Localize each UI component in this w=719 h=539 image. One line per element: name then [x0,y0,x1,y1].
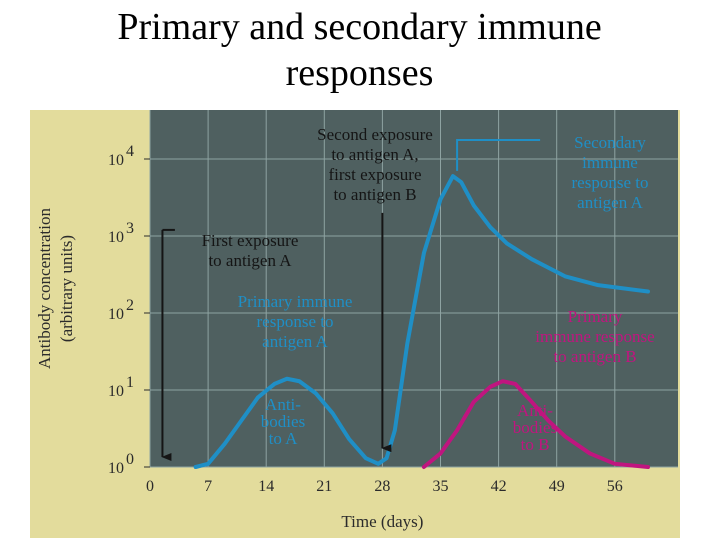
secondary-response-label-line: Secondary [574,133,646,152]
antibodies-a-label-line: to A [269,429,299,448]
plot-area [150,110,678,467]
x-axis-title: Time (days) [341,512,423,531]
x-tick-label: 14 [258,478,274,495]
x-tick-label: 0 [146,478,154,495]
second-exposure-label-line: first exposure [328,165,421,184]
y-axis-title-line: (arbitrary units) [57,235,76,342]
title-line-1: Primary and secondary immune [117,6,602,48]
x-tick-label: 28 [374,478,390,495]
second-exposure-label: Second exposure to antigen A, first exposu… [317,125,433,204]
x-tick-label: 7 [204,478,212,495]
primary-response-a-label-line: response to [257,312,334,331]
y-tick-exponent: 1 [126,374,134,391]
y-tick-label: 10 [108,460,124,477]
series-group [193,174,650,469]
antibodies-b-label-line: to B [521,435,550,454]
exposure-markers [161,139,541,461]
x-tick-label: 21 [316,478,332,495]
antibodies-b-label-line: Anti- [517,401,553,420]
x-tick-label: 42 [491,478,507,495]
primary-response-b-label: Primary immune response to antigen B [535,307,654,366]
y-tick-exponent: 2 [126,297,134,314]
grid [149,110,678,468]
primary-response-b-label-line: immune response [535,327,654,346]
antibodies-a-label-line: bodies [261,412,305,431]
x-tick-label: 35 [433,478,449,495]
second-exposure-label-line: Second exposure [317,125,433,144]
slide-title: Primary and secondary immune responses [0,4,719,96]
y-axis-title: Antibody concentration (arbitrary units) [35,208,76,369]
series-line-1 [193,174,650,469]
primary-response-b-label-line: to antigen B [553,347,636,366]
series-line-2 [421,379,650,469]
first-exposure-label-line: First exposure [202,231,299,250]
title-line-2: responses [285,52,434,94]
y-tick-label: 10 [108,152,124,169]
primary-response-a-label: Primary immune response to antigen A [238,292,353,351]
secondary-response-label-line: response to [572,173,649,192]
annotations: First exposure to antigen A Second exposur… [202,125,655,454]
y-tick-label: 10 [108,383,124,400]
secondary-response-label-line: immune [582,153,638,172]
y-axis-title-line: Antibody concentration [35,208,54,369]
y-tick-exponent: 3 [126,220,134,237]
chart-figure: 0 7 14 21 28 35 42 49 56 10 0 10 1 10 2 10 3 10 4 Time (day… [30,110,680,538]
x-tick-label: 56 [607,478,623,495]
second-exposure-label-line: to antigen B [333,185,416,204]
antibodies-a-label-line: Anti- [265,395,301,414]
y-tick-exponent: 0 [126,451,134,468]
secondary-response-leader [456,139,541,171]
primary-response-b-label-line: Primary [568,307,623,326]
antibodies-a-label: Anti-bodies to A [261,395,305,448]
antibodies-b-label-line: bodies [513,418,557,437]
y-tick-exponent: 4 [126,143,134,160]
secondary-response-label: Secondary immune response to antigen A [572,133,649,212]
first-exposure-label: First exposure to antigen A [202,231,299,270]
second-exposure-label-line: to antigen A, [331,145,418,164]
y-tick-label: 10 [108,229,124,246]
first-exposure-label-line: to antigen A [208,251,292,270]
primary-response-a-label-line: Primary immune [238,292,353,311]
primary-response-a-label-line: antigen A [262,332,328,351]
x-tick-label: 49 [549,478,565,495]
secondary-response-label-line: antigen A [577,193,643,212]
y-tick-label: 10 [108,306,124,323]
antibodies-b-label: Anti-bodies to B [513,401,557,454]
